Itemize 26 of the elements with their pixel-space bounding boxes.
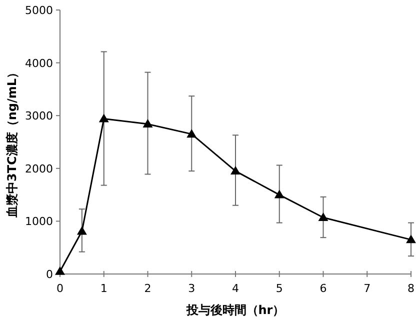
x-tick-label: 1 xyxy=(100,282,108,295)
x-tick-label: 2 xyxy=(144,282,152,295)
x-tick-label: 8 xyxy=(408,282,414,295)
y-tick-label: 2000 xyxy=(25,162,53,176)
point xyxy=(318,212,328,222)
y-axis-title: 血漿中3TC濃度（ng/mL） xyxy=(5,66,19,219)
y-tick-label: 5000 xyxy=(25,4,53,17)
y-tick-label: 0 xyxy=(46,268,53,281)
y-tick-label: 1000 xyxy=(25,215,53,228)
point xyxy=(76,226,87,235)
point xyxy=(55,266,65,275)
point xyxy=(230,166,240,175)
x-axis-title: 投与後時間（hr） xyxy=(185,303,285,317)
x-tick-label: 7 xyxy=(364,282,371,295)
point xyxy=(186,129,197,138)
x-tick-label: 5 xyxy=(276,282,283,295)
x-tick-label: 6 xyxy=(320,282,327,295)
x-tick-label: 3 xyxy=(188,282,196,295)
point xyxy=(98,114,109,122)
y-tick-label: 4000 xyxy=(25,56,53,70)
point xyxy=(142,119,153,128)
x-tick-label: 0 xyxy=(56,282,64,295)
point xyxy=(274,190,284,198)
x-tick-label: 4 xyxy=(232,282,239,295)
point xyxy=(406,234,416,244)
y-tick-label: 3000 xyxy=(25,110,53,123)
